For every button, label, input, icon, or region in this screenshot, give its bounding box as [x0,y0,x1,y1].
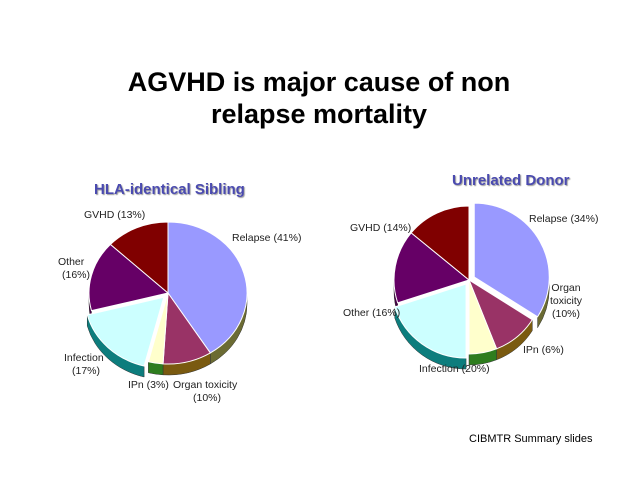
pie-chart-1: Relapse (41%) Organ toxicity (10%) IPn (3%)… [58,209,301,404]
pie-1-label-3: IPn (3%) [128,379,169,391]
pie-2-slice-3 [468,279,498,355]
pie-2-label-3: IPn (6%) [523,344,564,356]
slide-title-line-1: AGVHD is major cause of non [127,67,511,97]
pie-1-slice-5 [88,243,170,312]
pie-2-slice-1 [473,202,550,318]
pie-chart-2: Relapse (34%) Organ toxicity (10%) IPn (6%) I… [343,202,598,375]
chart-2-title: Unrelated Donor [452,172,570,189]
pie-2-label-2: Organ toxicity (10%) [550,282,583,320]
pie-1-label-2: Organ toxicity (10%) [173,379,238,404]
pie-2-label-5: Other (16%) [343,307,400,319]
slide-title-line-2: relapse mortality [210,99,428,129]
pie-1-label-5: Other (16%) [58,256,90,281]
chart-1-title: HLA-identical Sibling [94,181,245,198]
pie-2-label-4: Infection (20%) [419,363,490,375]
pie-1-label-6: GVHD (13%) [84,209,145,221]
pie-2-slice-4 [394,283,467,359]
pie-1-slice-3 [147,292,169,365]
slide-title: AGVHD is major cause of non relapse mort… [0,66,638,130]
pie-2-slice-5 [393,232,471,304]
pie-2-label-1: Relapse (34%) [529,213,598,225]
pie-1-slice-4 [86,296,165,367]
pie-2-slice-6 [410,205,470,282]
pie-2-label-6: GVHD (14%) [350,222,411,234]
pie-1-label-1: Relapse (41%) [232,232,301,244]
pie-1-slice-6 [109,221,169,295]
source-caption: CIBMTR Summary slides [469,433,593,445]
pie-1-label-4: Infection (17%) [64,352,104,377]
